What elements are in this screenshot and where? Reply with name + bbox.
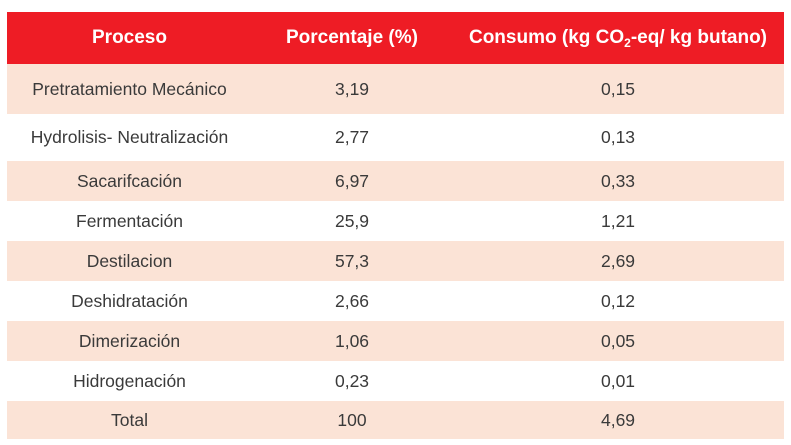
process-cell: Dimerización xyxy=(78,330,181,351)
header-consumption-subscript: 2 xyxy=(624,36,631,50)
consumption-cell: 0,13 xyxy=(600,127,636,147)
process-cell: Sacarifcación xyxy=(76,170,183,191)
percentage-cell: 100 xyxy=(337,409,367,430)
consumption-cell: 1,21 xyxy=(600,210,636,231)
consumption-cell: 4,69 xyxy=(600,409,636,430)
header-consumption: Consumo (kg CO2-eq/ kg butano) xyxy=(452,27,784,49)
process-cell: Hidrogenación xyxy=(73,370,186,391)
table-header-row: Proceso Porcentaje (%) Consumo (kg CO2-e… xyxy=(7,12,784,64)
percentage-cell: 0,23 xyxy=(334,370,370,391)
process-cell: Hydrolisis- Neutralización xyxy=(30,127,229,147)
percentage-cell: 25,9 xyxy=(334,210,370,231)
percentage-cell: 2,66 xyxy=(334,290,370,311)
process-cell: Deshidratación xyxy=(71,290,188,311)
process-cell: Destilacion xyxy=(86,250,173,271)
process-cell: Total xyxy=(111,409,148,430)
table-row: Sacarifcación 6,97 0,33 xyxy=(7,161,784,201)
consumption-cell: 0,15 xyxy=(600,78,636,99)
percentage-cell: 1,06 xyxy=(334,330,370,351)
consumption-cell: 0,33 xyxy=(600,170,636,191)
table-row: Pretratamiento Mecánico 3,19 0,15 xyxy=(7,64,784,114)
table-row: Hidrogenación 0,23 0,01 xyxy=(7,361,784,401)
percentage-cell: 6,97 xyxy=(334,170,370,191)
process-cell: Pretratamiento Mecánico xyxy=(32,78,227,99)
consumption-cell: 0,01 xyxy=(600,370,636,391)
consumption-cell: 0,05 xyxy=(600,330,636,351)
consumption-cell: 0,12 xyxy=(600,290,636,311)
header-process: Proceso xyxy=(92,27,167,48)
table-total-row: Total 100 4,69 xyxy=(7,401,784,439)
table-row: Dimerización 1,06 0,05 xyxy=(7,321,784,361)
header-percentage: Porcentaje (%) xyxy=(286,27,418,48)
percentage-cell: 57,3 xyxy=(334,250,370,271)
table-row: Deshidratación 2,66 0,12 xyxy=(7,281,784,321)
header-consumption-prefix: Consumo (kg CO xyxy=(468,27,625,48)
percentage-cell: 2,77 xyxy=(334,127,370,147)
data-table: Proceso Porcentaje (%) Consumo (kg CO2-e… xyxy=(7,12,784,439)
table-row: Destilacion 57,3 2,69 xyxy=(7,241,784,281)
process-cell: Fermentación xyxy=(76,210,183,231)
table-row: Fermentación 25,9 1,21 xyxy=(7,201,784,241)
header-consumption-suffix: -eq/ kg butano) xyxy=(630,27,767,48)
consumption-cell: 2,69 xyxy=(600,250,636,271)
percentage-cell: 3,19 xyxy=(334,78,370,99)
table-row: Hydrolisis- Neutralización 2,77 0,13 xyxy=(7,114,784,161)
